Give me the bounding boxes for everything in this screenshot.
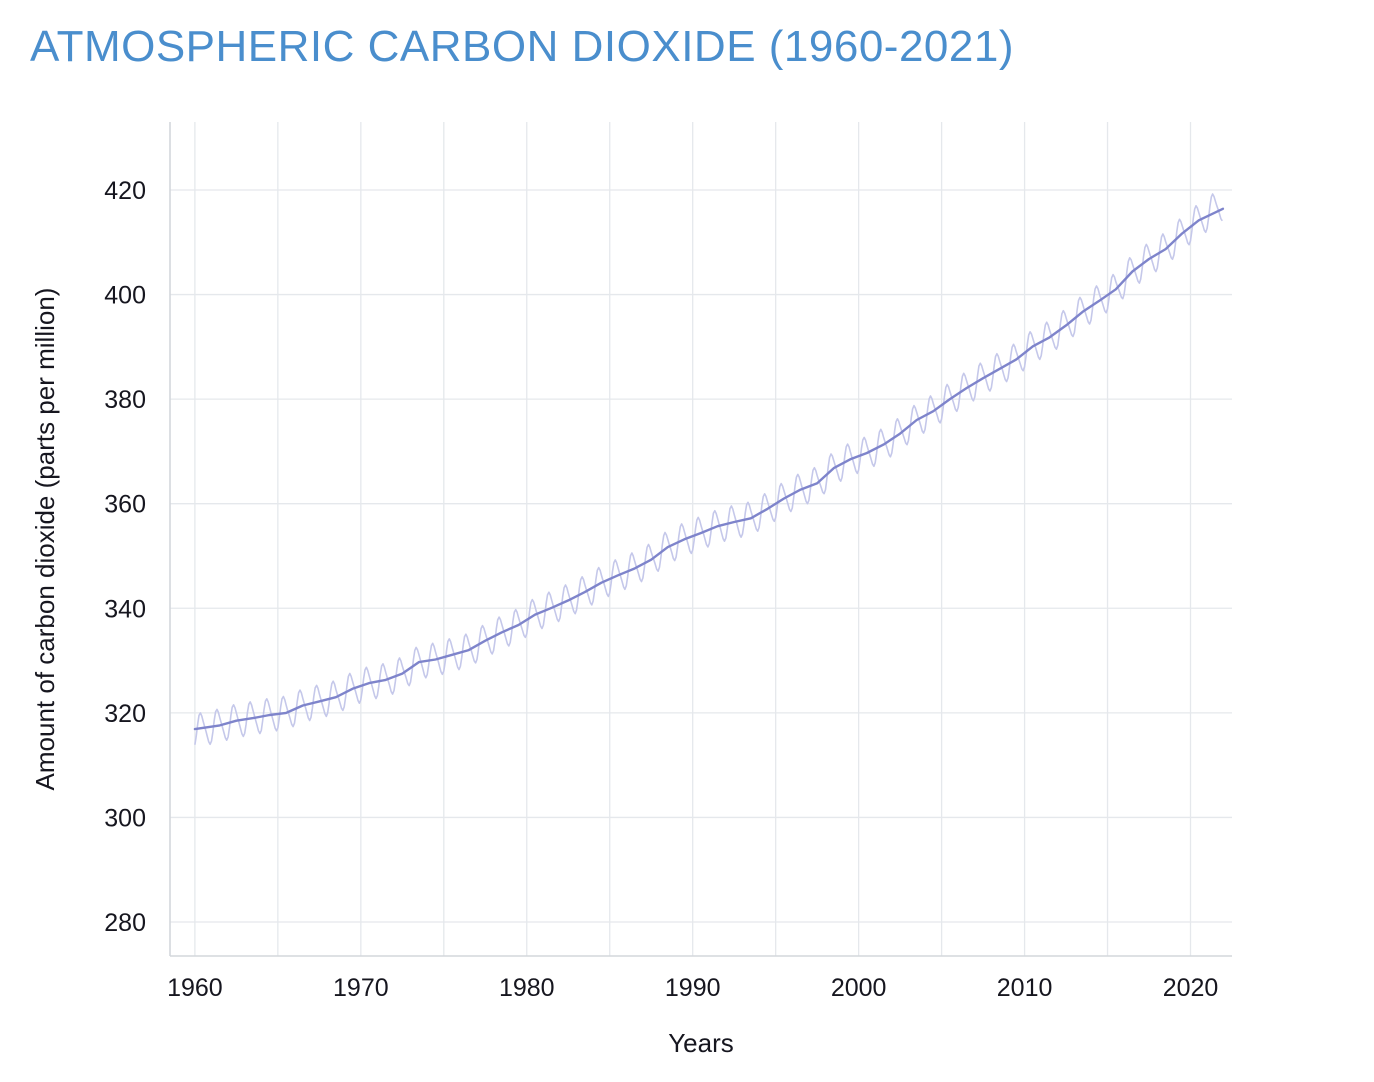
x-axis-label: Years bbox=[668, 1028, 734, 1058]
axis-lines bbox=[169, 122, 1232, 957]
y-tick-label: 340 bbox=[104, 595, 146, 623]
x-tick-label: 2000 bbox=[831, 974, 887, 1002]
x-tick-label: 2010 bbox=[997, 974, 1053, 1002]
trend-line bbox=[193, 207, 1225, 731]
y-tick-label: 420 bbox=[104, 177, 146, 205]
y-tick-label: 360 bbox=[104, 491, 146, 519]
grid-lines bbox=[170, 122, 1232, 956]
y-tick-label: 280 bbox=[104, 909, 146, 937]
x-tick-label: 1990 bbox=[665, 974, 721, 1002]
x-tick-label: 1960 bbox=[167, 974, 223, 1002]
seasonal-line bbox=[194, 193, 1223, 746]
y-tick-label: 400 bbox=[104, 282, 146, 310]
x-tick-label: 2020 bbox=[1163, 974, 1219, 1002]
x-tick-label: 1970 bbox=[333, 974, 389, 1002]
y-tick-labels: 280 300 320 340 360 380 400 420 bbox=[104, 177, 146, 937]
y-tick-label: 300 bbox=[104, 804, 146, 832]
y-tick-label: 380 bbox=[104, 386, 146, 414]
y-tick-label: 320 bbox=[104, 700, 146, 728]
x-tick-labels: 1960 1970 1980 1990 2000 2010 2020 bbox=[167, 974, 1218, 1002]
chart-title: ATMOSPHERIC CARBON DIOXIDE (1960-2021) bbox=[30, 22, 1014, 71]
x-tick-label: 1980 bbox=[499, 974, 555, 1002]
y-axis-label: Amount of carbon dioxide (parts per mill… bbox=[30, 288, 60, 791]
